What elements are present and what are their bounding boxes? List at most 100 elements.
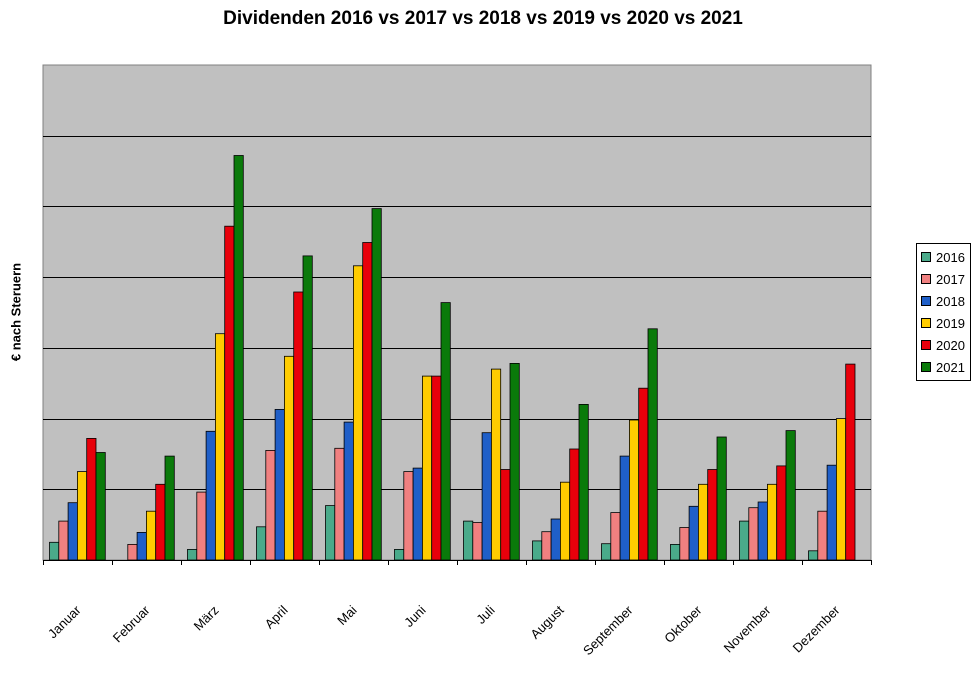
bar-2016-März	[187, 549, 198, 561]
bar-2017-Oktober	[679, 527, 690, 561]
bar-2017-Juli	[472, 522, 483, 561]
legend-item-2018: 2018	[917, 290, 970, 312]
legend-swatch	[921, 252, 931, 262]
bar-2017-September	[610, 512, 621, 561]
bar-2018-September	[619, 455, 630, 561]
bar-2019-März	[214, 333, 226, 561]
bar-2017-August	[541, 531, 552, 561]
bar-2017-Januar	[58, 520, 69, 561]
bar-2018-April	[274, 408, 285, 561]
bar-2019-Juli	[490, 368, 502, 561]
gridlines	[43, 136, 871, 490]
plot-area	[42, 64, 872, 561]
bar-2020-Januar	[86, 437, 97, 561]
legend-swatch	[921, 318, 931, 328]
legend: 2016 2017 2018 2019 2020 2021	[916, 243, 971, 381]
bar-2016-Oktober	[670, 544, 681, 561]
legend-swatch	[921, 362, 931, 372]
bar-2019-September	[629, 419, 640, 561]
legend-label: 2018	[936, 293, 965, 309]
x-tick-label-März: März	[191, 603, 222, 634]
bar-2019-November	[767, 483, 778, 561]
x-tick-label-August: August	[527, 602, 566, 641]
x-tick-label-Juli: Juli	[473, 602, 497, 626]
bar-2020-Juli	[500, 469, 511, 561]
bar-2018-Januar	[67, 502, 78, 561]
legend-label: 2021	[936, 359, 965, 375]
bar-2017-Dezember	[817, 510, 828, 561]
bar-2016-August	[532, 540, 543, 561]
bar-2021-August	[578, 403, 589, 561]
bar-2019-April	[283, 355, 295, 561]
bar-2019-Dezember	[836, 418, 847, 561]
x-tick-label-Januar: Januar	[45, 602, 84, 641]
x-tick-label-Juni: Juni	[401, 602, 429, 630]
bar-2021-November	[785, 430, 796, 561]
bar-2017-April	[265, 449, 276, 561]
legend-item-2019: 2019	[917, 312, 970, 334]
bar-2020-März	[224, 225, 235, 561]
x-tick-label-November: November	[721, 602, 774, 655]
legend-item-2020: 2020	[917, 334, 970, 356]
bar-2016-Mai	[325, 505, 336, 561]
bar-2021-Januar	[95, 452, 106, 561]
legend-label: 2016	[936, 249, 965, 265]
x-axis-ticks	[43, 560, 872, 565]
x-tick-label-Februar: Februar	[110, 602, 153, 645]
legend-swatch	[921, 274, 931, 284]
x-tick-label-Dezember: Dezember	[790, 602, 843, 655]
bar-2017-März	[196, 491, 207, 561]
bar-2019-Februar	[145, 510, 157, 561]
bar-2016-November	[739, 520, 750, 561]
bar-2020-Dezember	[845, 363, 856, 561]
x-tick-label-Mai: Mai	[334, 602, 359, 627]
x-tick-label-April: April	[262, 602, 291, 631]
bar-2020-Februar	[155, 483, 166, 561]
bar-2020-Mai	[362, 242, 373, 561]
bar-2020-August	[569, 448, 580, 561]
bar-2018-Dezember	[826, 464, 837, 561]
bar-2021-September	[647, 328, 658, 561]
bar-2017-Juni	[403, 471, 414, 561]
x-tick-label-September: September	[580, 602, 636, 658]
bar-2020-September	[638, 387, 649, 561]
bar-2020-Oktober	[707, 469, 718, 561]
bar-2021-Februar	[164, 455, 175, 561]
bar-2019-Oktober	[698, 483, 709, 561]
bar-2021-März	[233, 155, 244, 561]
legend-label: 2020	[936, 337, 965, 353]
bar-2019-Juni	[421, 375, 433, 561]
bar-2021-Mai	[371, 208, 382, 561]
bar-2019-Mai	[352, 265, 364, 561]
chart-title: Dividenden 2016 vs 2017 vs 2018 vs 2019 …	[223, 8, 743, 29]
bar-2016-Juli	[463, 520, 474, 561]
legend-swatch	[921, 340, 931, 350]
bar-2016-Dezember	[808, 550, 819, 561]
bar-2018-März	[205, 430, 216, 561]
bar-2021-Juli	[509, 362, 520, 561]
legend-label: 2019	[936, 315, 965, 331]
bar-2017-November	[748, 507, 759, 561]
bar-2018-Februar	[136, 532, 147, 561]
bar-2018-Oktober	[688, 505, 699, 561]
bars	[49, 155, 856, 561]
bar-2018-November	[757, 501, 768, 561]
bar-2019-Januar	[77, 471, 88, 561]
bar-2021-Juni	[440, 302, 451, 561]
legend-item-2016: 2016	[917, 246, 970, 268]
bar-2016-Januar	[49, 541, 60, 561]
bar-2017-Februar	[127, 544, 138, 561]
bar-2020-November	[776, 465, 787, 561]
legend-item-2021: 2021	[917, 356, 970, 378]
bar-2019-August	[560, 481, 571, 561]
x-tick-label-Oktober: Oktober	[661, 602, 705, 646]
bar-2018-Mai	[343, 421, 354, 561]
bar-2018-Juli	[481, 432, 492, 561]
bar-2016-April	[256, 526, 267, 561]
legend-label: 2017	[936, 271, 965, 287]
bar-2017-Mai	[334, 447, 345, 561]
x-axis-tick-labels: Januar Februar März April Mai Juni Juli August S…	[45, 602, 843, 658]
bar-2016-Juni	[394, 549, 405, 561]
bar-2021-April	[302, 255, 313, 561]
